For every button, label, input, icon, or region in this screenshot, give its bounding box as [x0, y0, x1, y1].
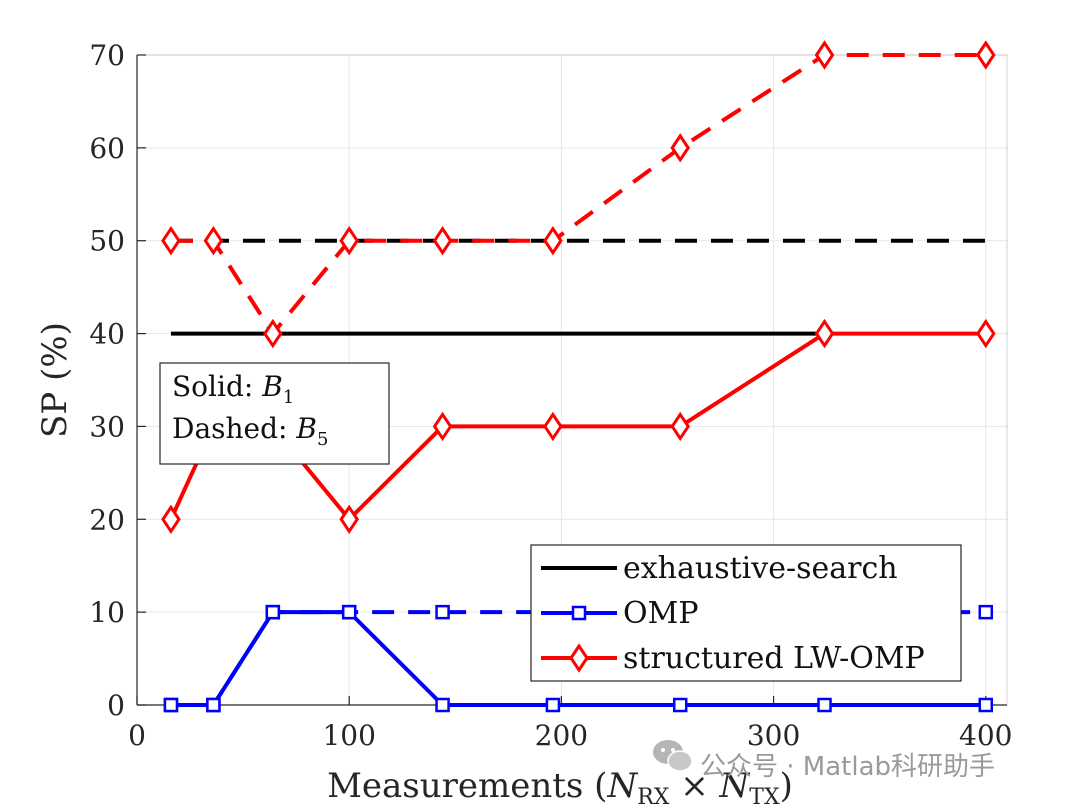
x-tick-label: 300	[747, 719, 800, 752]
legend-label: structured LW-OMP	[623, 641, 925, 676]
y-tick-label: 60	[89, 132, 125, 165]
diamond-marker	[975, 318, 996, 349]
diamond-marker	[814, 40, 835, 70]
tick-labels: 0 100 200 300 400 0 10 20 30 40 50 60 70	[89, 39, 1012, 752]
diamond-marker	[203, 226, 224, 256]
square-marker	[978, 697, 994, 713]
legend-label: OMP	[623, 596, 699, 631]
x-axis-label: Measurements (NRX × NTX)	[327, 766, 793, 808]
y-tick-label: 70	[89, 39, 125, 72]
y-tick-label: 0	[107, 689, 125, 722]
diamond-marker	[339, 504, 359, 534]
series-structured-lw-omp-b5	[161, 40, 996, 349]
diamond-marker	[161, 226, 181, 256]
x-tick-label: 0	[128, 719, 146, 752]
annotation-line-dashed: Dashed: B5	[172, 412, 328, 450]
annotation-line-solid: Solid: B1	[172, 370, 294, 408]
square-marker	[341, 604, 357, 620]
series-omp-b1	[163, 604, 994, 713]
square-marker	[545, 697, 561, 713]
x-tick-label: 100	[322, 719, 375, 752]
diamond-marker	[543, 226, 563, 256]
x-tick-label: 400	[959, 719, 1012, 752]
legend-label: exhaustive-search	[623, 551, 898, 586]
square-marker	[265, 604, 281, 620]
diamond-marker	[263, 318, 283, 349]
square-marker	[435, 697, 450, 713]
y-tick-label: 50	[89, 225, 125, 258]
diamond-marker	[339, 226, 359, 256]
y-tick-label: 20	[89, 503, 125, 536]
square-marker	[571, 605, 587, 621]
diamond-marker	[543, 411, 563, 442]
diamond-marker	[432, 226, 453, 256]
watermark-text: 公众号 · Matlab科研助手	[700, 752, 995, 782]
y-axis-label: SP (%)	[35, 322, 75, 438]
diamond-marker	[670, 133, 691, 163]
watermark: 公众号 · Matlab科研助手	[653, 740, 995, 782]
legend-item: structured LW-OMP	[541, 641, 925, 676]
diamond-marker	[975, 40, 996, 70]
square-marker	[672, 697, 688, 713]
diamond-marker	[814, 318, 835, 349]
style-annotation: Solid: B1 Dashed: B5	[159, 362, 390, 465]
y-tick-label: 40	[89, 318, 125, 351]
square-marker	[206, 697, 221, 713]
square-marker	[435, 604, 450, 620]
diamond-marker	[432, 411, 453, 442]
legend-item: OMP	[541, 596, 699, 631]
diamond-marker	[161, 504, 181, 534]
wechat-icon	[653, 740, 693, 772]
annotation-box	[159, 362, 390, 465]
square-marker	[163, 697, 179, 713]
x-tick-label: 200	[535, 719, 588, 752]
legend: exhaustive-search OMP structured LW-OMP	[530, 544, 962, 682]
y-tick-label: 10	[89, 596, 125, 629]
square-marker	[817, 697, 832, 713]
square-marker	[978, 604, 994, 620]
diamond-marker	[569, 643, 589, 673]
diamond-marker	[670, 411, 691, 442]
legend-item: exhaustive-search	[541, 551, 898, 586]
y-tick-label: 30	[89, 410, 125, 443]
